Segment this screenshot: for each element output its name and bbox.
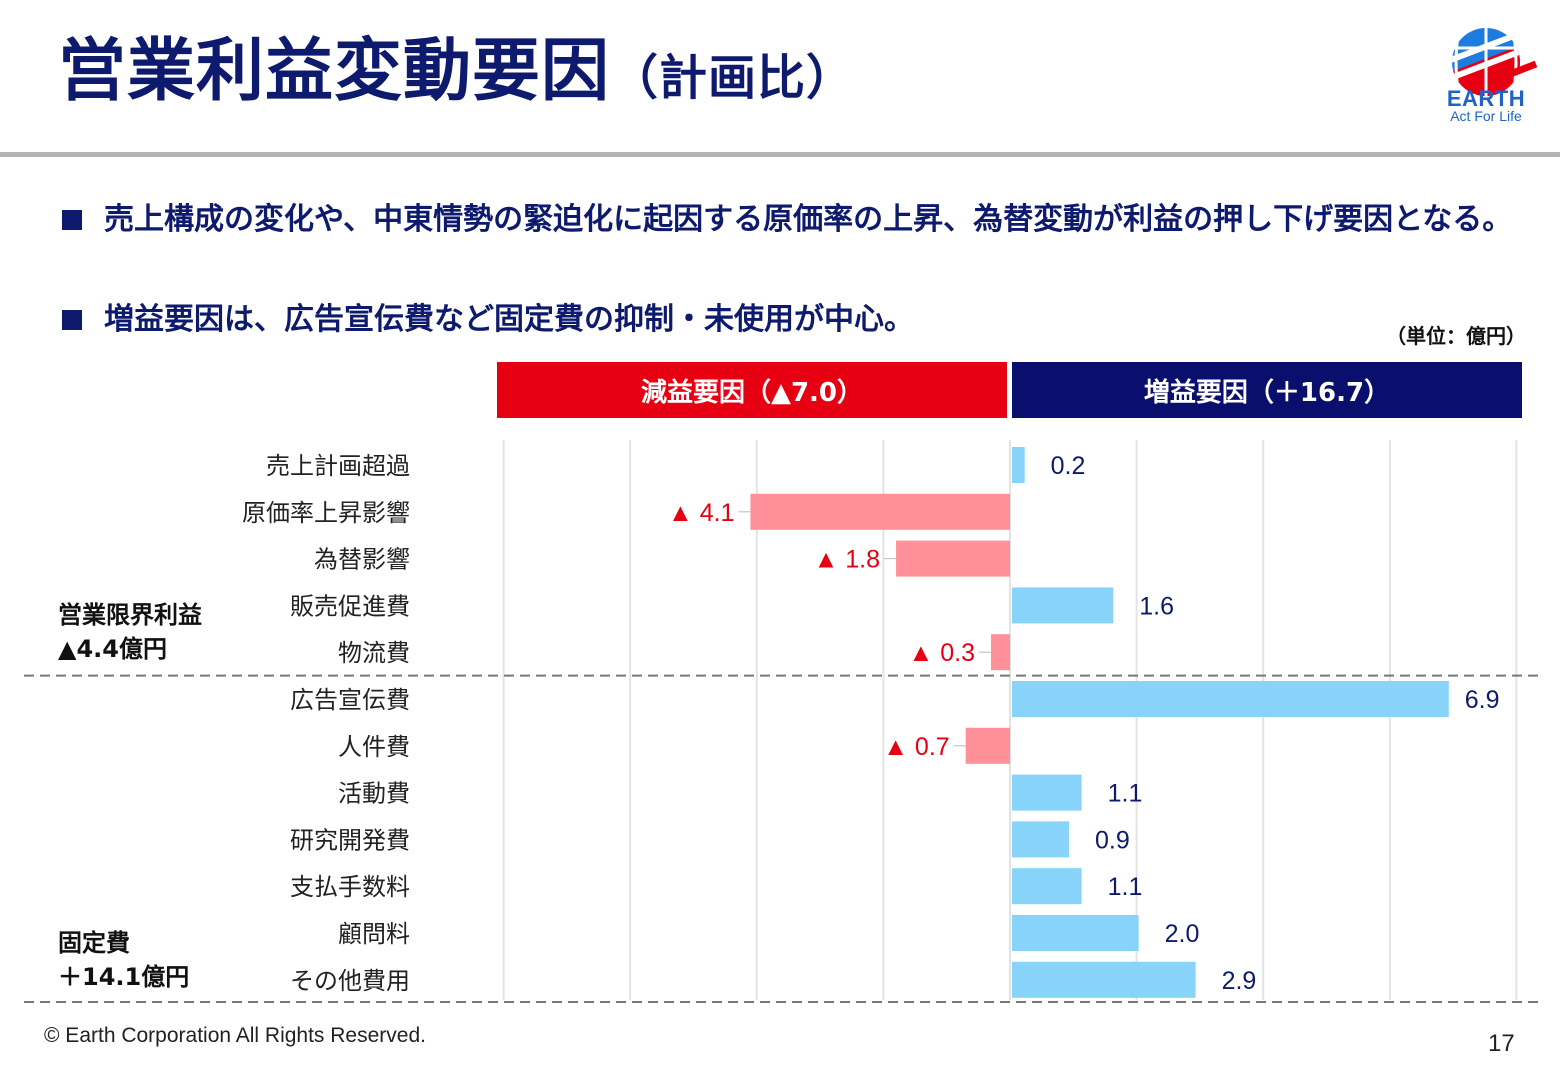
category-label: 原価率上昇影響	[242, 499, 410, 527]
variable-profit-group-label: 営業限界利益 ▲4.4億円	[58, 598, 202, 666]
category-label: 研究開発費	[290, 826, 410, 854]
logo-tagline: Act For Life	[1450, 108, 1522, 124]
section-dividers	[24, 674, 1544, 1003]
bullet-item: 売上構成の変化や、中東情勢の緊迫化に起因する原価率の上昇、為替変動が利益の押し下…	[62, 198, 1524, 242]
bullet-text: 増益要因は、広告宣伝費など固定費の抑制・未使用が中心。	[104, 302, 914, 337]
bar	[1012, 774, 1082, 811]
value-label: 2.9	[1222, 967, 1257, 995]
group-label-value: ▲4.4億円	[58, 635, 167, 663]
unit-note: （単位：億円）	[1386, 326, 1526, 348]
category-label: 広告宣伝費	[290, 686, 410, 714]
bar	[1012, 821, 1069, 858]
earth-globe-logo-icon	[1452, 28, 1538, 96]
copyright-notice: © Earth Corporation All Rights Reserved.	[44, 1024, 426, 1047]
bar	[1012, 868, 1082, 905]
category-labels: 売上計画超過原価率上昇影響為替影響販売促進費物流費広告宣伝費人件費活動費研究開発…	[242, 452, 410, 995]
bar	[1012, 587, 1114, 624]
value-label: 1.6	[1139, 592, 1174, 620]
category-label: その他費用	[290, 967, 410, 995]
category-label: 為替影響	[314, 546, 410, 574]
square-bullet-icon	[62, 210, 82, 230]
square-bullet-icon	[62, 310, 82, 330]
group-label-title: 固定費	[58, 929, 130, 957]
group-label-value: ＋14.1億円	[58, 963, 190, 991]
bar	[1012, 961, 1196, 998]
value-label: ▲ 4.1	[668, 499, 734, 527]
bar	[1012, 681, 1449, 717]
bar	[1012, 915, 1139, 951]
fixed-cost-group-label: 固定費 ＋14.1億円	[58, 926, 189, 994]
chart-bars	[750, 447, 1449, 998]
logo-wordmark: EARTH	[1446, 86, 1526, 111]
bar	[896, 540, 1010, 577]
value-label: 1.1	[1108, 873, 1143, 901]
value-labels: 0.2 ▲ 4.1 ▲ 1.8 1.6 ▲ 0.3 6.9 ▲ 0.7 1.1 0.9 1.1 2.…	[668, 452, 1500, 995]
page-number: 17	[1488, 1030, 1515, 1057]
value-label: 6.9	[1465, 686, 1500, 714]
category-label: 物流費	[338, 639, 410, 667]
bar	[965, 727, 1010, 764]
bar	[1012, 447, 1025, 483]
category-label: 活動費	[338, 780, 410, 808]
value-label: 0.9	[1095, 826, 1130, 854]
value-label: ▲ 1.8	[814, 546, 880, 574]
value-label: ▲ 0.7	[883, 733, 949, 761]
value-label: 1.1	[1108, 780, 1143, 808]
value-label: ▲ 0.3	[909, 639, 975, 667]
bullet-text: 売上構成の変化や、中東情勢の緊迫化に起因する原価率の上昇、為替変動が利益の押し下…	[104, 202, 1513, 237]
page-title-sub: （計画比）	[610, 50, 856, 106]
category-label: 販売促進費	[290, 592, 410, 620]
increase-factors-header: 増益要因（＋16.7）	[1012, 362, 1522, 418]
bar	[991, 634, 1010, 671]
page-title-main: 営業利益変動要因	[58, 32, 611, 111]
chart-gridlines	[502, 440, 1518, 1000]
bar	[750, 493, 1010, 530]
category-label: 顧問料	[338, 920, 410, 948]
value-label: 2.0	[1165, 920, 1200, 948]
bullet-item: 増益要因は、広告宣伝費など固定費の抑制・未使用が中心。	[62, 298, 1524, 342]
decrease-factors-header: 減益要因（▲7.0）	[497, 362, 1007, 418]
category-label: 売上計画超過	[266, 452, 410, 480]
value-label: 0.2	[1051, 452, 1086, 480]
title-divider	[0, 152, 1560, 157]
category-label: 支払手数料	[290, 873, 410, 901]
category-label: 人件費	[338, 733, 410, 761]
group-label-title: 営業限界利益	[58, 601, 202, 629]
page-title: 営業利益変動要因（計画比）	[58, 38, 855, 106]
